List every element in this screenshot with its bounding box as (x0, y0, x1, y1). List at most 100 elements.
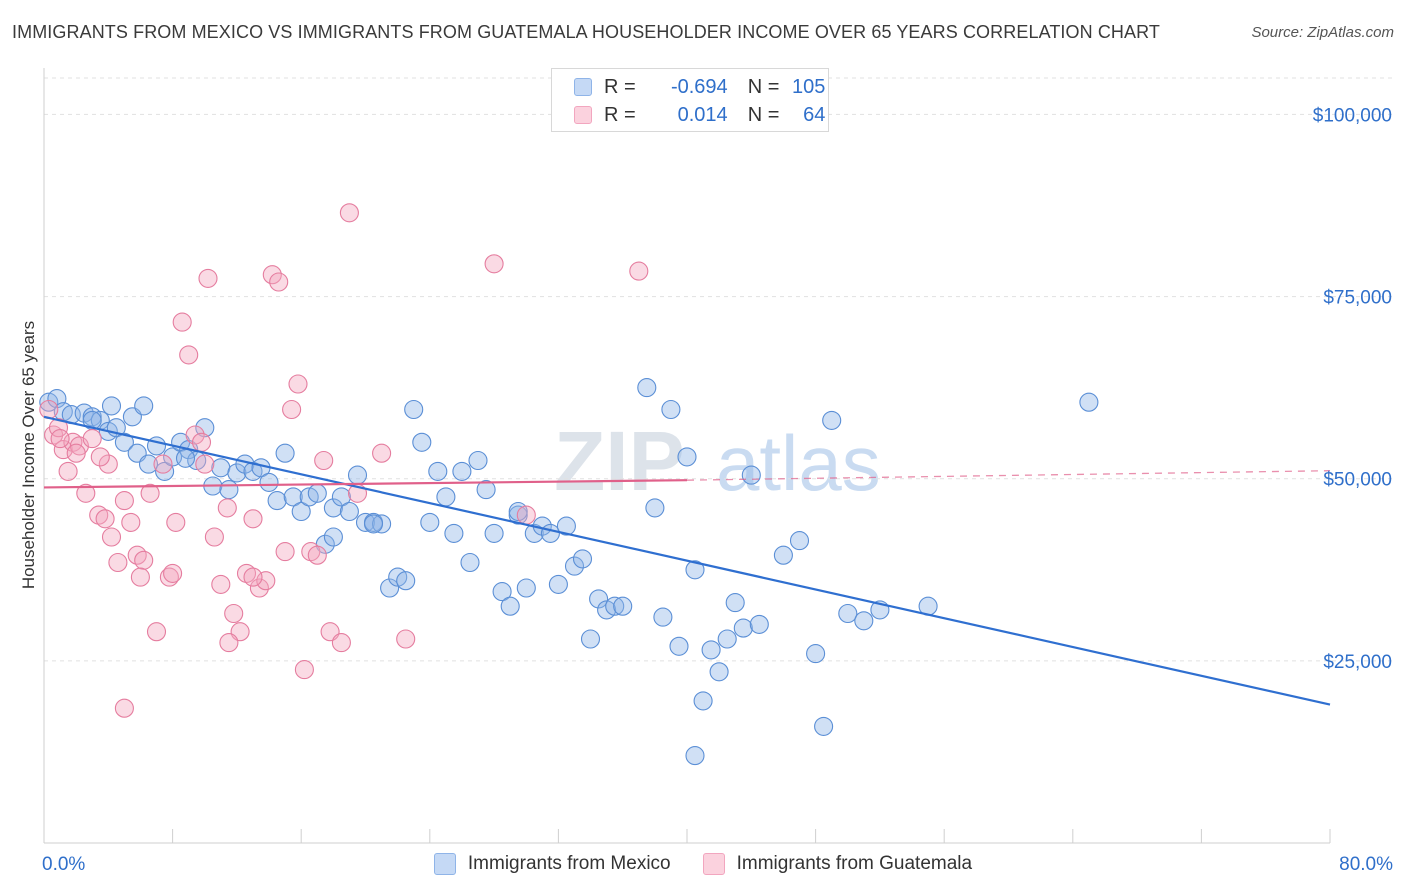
data-point (396, 629, 416, 649)
n-label: N = (747, 103, 780, 126)
data-point (492, 582, 512, 602)
data-point (163, 563, 183, 583)
data-point (725, 593, 745, 613)
data-point (159, 567, 179, 587)
data-point (749, 614, 769, 634)
data-point (76, 483, 96, 503)
data-point (572, 549, 593, 569)
data-point (134, 396, 154, 416)
data-point (138, 454, 159, 474)
data-point (661, 399, 681, 420)
legend-swatch-guatemala (702, 853, 725, 875)
data-point (838, 603, 858, 624)
data-point (259, 472, 279, 492)
data-point (516, 578, 536, 598)
data-point (556, 516, 576, 536)
n-label: N = (747, 75, 780, 98)
data-point (323, 498, 343, 518)
data-point (412, 432, 432, 452)
legend-item-mexico: Immigrants from Mexico (433, 853, 671, 875)
x-tick-label: 0.0% (42, 854, 85, 875)
data-point (275, 443, 295, 463)
data-point (436, 487, 456, 507)
data-point (249, 578, 269, 598)
data-point (709, 662, 729, 682)
data-point (243, 509, 263, 529)
data-point (39, 399, 59, 420)
y-tick-label: $75,000 (1323, 288, 1392, 309)
legend-swatch-mexico (433, 853, 456, 875)
stats-row-mexico: R = -0.694 N = 105 (574, 73, 825, 101)
data-point (420, 512, 440, 532)
data-point (773, 545, 793, 565)
data-point (108, 552, 128, 573)
data-point (669, 636, 689, 656)
chart-title: IMMIGRANTS FROM MEXICO VS IMMIGRANTS FRO… (12, 22, 1161, 42)
y-tick-label: $25,000 (1323, 652, 1392, 673)
data-point (331, 487, 351, 507)
data-point (589, 589, 609, 609)
trend-line-extension (686, 470, 1331, 481)
data-point (50, 429, 70, 449)
data-point (476, 480, 496, 500)
data-point (283, 487, 303, 507)
n-value: 105 (792, 75, 826, 98)
data-point (484, 254, 504, 274)
data-point (140, 483, 160, 503)
data-point (95, 509, 115, 529)
data-point (741, 465, 761, 485)
series-guatemala (39, 203, 649, 718)
data-point (396, 571, 416, 591)
data-point (637, 378, 657, 398)
data-point (701, 640, 721, 660)
r-label: R = (604, 75, 636, 98)
data-point (645, 498, 665, 518)
data-point (98, 454, 118, 474)
data-point (806, 644, 826, 664)
data-point (195, 418, 215, 438)
data-point (733, 618, 753, 638)
data-point (291, 501, 311, 522)
data-point (301, 542, 321, 562)
data-point (468, 450, 488, 471)
data-point (267, 491, 287, 511)
data-point (217, 498, 237, 518)
legend-label-guatemala: Immigrants from Guatemala (736, 853, 973, 874)
data-point (224, 603, 244, 624)
data-point (185, 425, 205, 445)
y-tick-label: $100,000 (1313, 105, 1392, 126)
data-point (307, 483, 327, 503)
data-point (155, 461, 175, 481)
data-point (195, 454, 215, 474)
data-point (605, 596, 625, 616)
r-label: R = (604, 103, 636, 126)
data-point (355, 512, 376, 532)
series-layer (39, 203, 1099, 766)
data-point (89, 505, 109, 525)
data-point (524, 523, 544, 543)
data-point (204, 527, 224, 547)
data-point (134, 550, 154, 570)
data-point (339, 501, 359, 522)
data-point (548, 574, 568, 594)
data-point (288, 374, 308, 394)
data-point (121, 512, 141, 532)
data-point (500, 596, 520, 616)
data-point (275, 542, 295, 562)
trend-line-guatemala (43, 479, 688, 489)
watermark: ZIP atlas (554, 414, 881, 508)
data-point (256, 571, 276, 591)
data-point (363, 514, 384, 534)
data-point (580, 629, 601, 649)
data-point (101, 527, 122, 547)
data-point (822, 410, 842, 430)
data-point (262, 265, 282, 285)
legend-swatch-mexico (574, 78, 592, 96)
data-point (307, 545, 327, 565)
y-tick-label: $50,000 (1323, 470, 1392, 491)
data-point (323, 527, 343, 547)
data-point (339, 203, 359, 223)
data-point (114, 698, 134, 718)
data-point (166, 512, 186, 532)
